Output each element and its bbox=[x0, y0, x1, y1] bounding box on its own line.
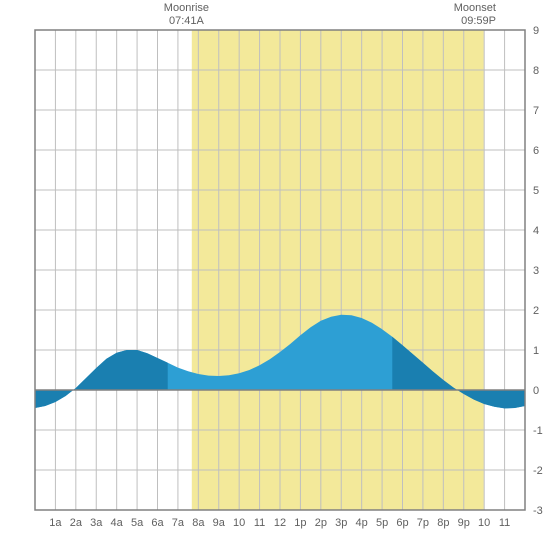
svg-text:4a: 4a bbox=[111, 517, 124, 529]
svg-text:9: 9 bbox=[533, 25, 539, 37]
svg-text:12: 12 bbox=[274, 517, 286, 529]
svg-text:11: 11 bbox=[499, 517, 510, 529]
svg-text:1p: 1p bbox=[294, 517, 306, 529]
svg-text:9p: 9p bbox=[458, 517, 470, 529]
svg-text:11: 11 bbox=[254, 517, 265, 529]
moonrise-label: Moonrise bbox=[164, 2, 209, 15]
svg-text:6: 6 bbox=[533, 145, 539, 157]
svg-text:10: 10 bbox=[233, 517, 245, 529]
svg-text:4: 4 bbox=[533, 225, 539, 237]
svg-text:5p: 5p bbox=[376, 517, 388, 529]
svg-text:7a: 7a bbox=[172, 517, 185, 529]
svg-text:5a: 5a bbox=[131, 517, 144, 529]
svg-text:-2: -2 bbox=[533, 465, 543, 477]
svg-text:2: 2 bbox=[533, 305, 539, 317]
svg-text:6p: 6p bbox=[396, 517, 408, 529]
svg-text:2a: 2a bbox=[70, 517, 83, 529]
svg-text:7: 7 bbox=[533, 105, 539, 117]
svg-text:8a: 8a bbox=[192, 517, 205, 529]
svg-text:5: 5 bbox=[533, 185, 539, 197]
svg-text:1: 1 bbox=[533, 345, 539, 357]
svg-text:2p: 2p bbox=[315, 517, 327, 529]
moonrise-time: 07:41A bbox=[164, 15, 209, 28]
moonset-label: Moonset bbox=[454, 2, 496, 15]
svg-text:8p: 8p bbox=[437, 517, 449, 529]
svg-text:9a: 9a bbox=[213, 517, 226, 529]
svg-text:-3: -3 bbox=[533, 505, 543, 517]
chart-svg: -3-2-101234567891a2a3a4a5a6a7a8a9a101112… bbox=[0, 0, 550, 550]
tide-chart: Moonrise 07:41A Moonset 09:59P -3-2-1012… bbox=[0, 0, 550, 550]
svg-text:10: 10 bbox=[478, 517, 490, 529]
svg-text:1a: 1a bbox=[49, 517, 62, 529]
svg-text:7p: 7p bbox=[417, 517, 429, 529]
svg-text:-1: -1 bbox=[533, 425, 543, 437]
moonrise-header: Moonrise 07:41A bbox=[164, 2, 209, 28]
svg-text:8: 8 bbox=[533, 65, 539, 77]
moonset-time: 09:59P bbox=[454, 15, 496, 28]
svg-text:0: 0 bbox=[533, 385, 539, 397]
svg-text:3a: 3a bbox=[90, 517, 103, 529]
svg-text:3p: 3p bbox=[335, 517, 347, 529]
svg-text:6a: 6a bbox=[151, 517, 164, 529]
svg-text:3: 3 bbox=[533, 265, 539, 277]
moonset-header: Moonset 09:59P bbox=[454, 2, 496, 28]
svg-text:4p: 4p bbox=[356, 517, 368, 529]
